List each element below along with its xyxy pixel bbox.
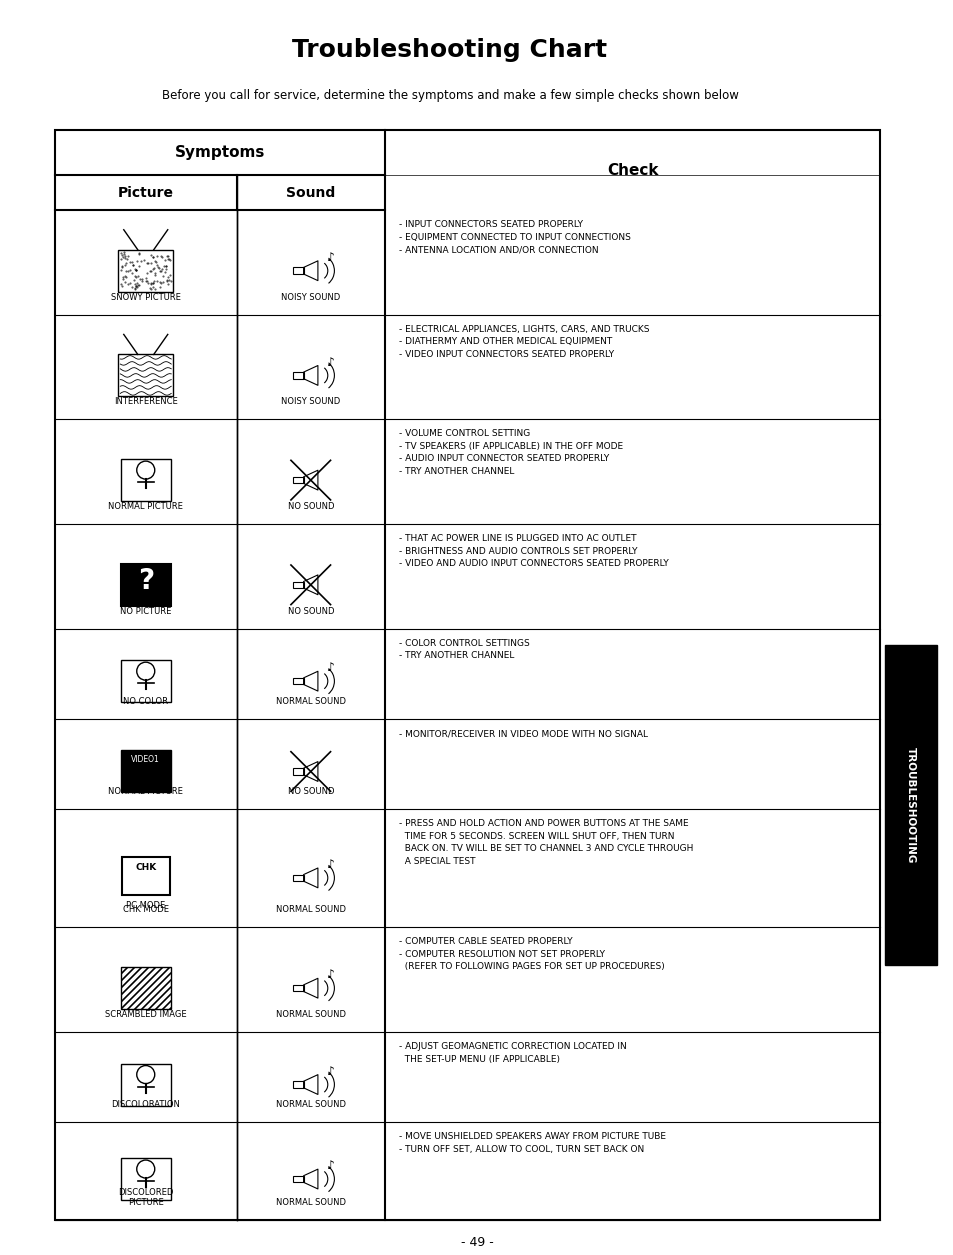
Text: - ADJUST GEOMAGNETIC CORRECTION LOCATED IN
  THE SET-UP MENU (IF APPLICABLE): - ADJUST GEOMAGNETIC CORRECTION LOCATED … [398,1042,626,1064]
Text: INTERFERENCE: INTERFERENCE [113,398,177,407]
Bar [884,645,936,965]
Text: TROUBLESHOOTING: TROUBLESHOOTING [905,747,915,863]
Text: NORMAL SOUND: NORMAL SOUND [275,1101,345,1109]
Text: ♪: ♪ [326,251,335,264]
Bar [293,1082,303,1088]
Text: ♪: ♪ [326,858,335,871]
Text: CHK MODE: CHK MODE [123,905,169,915]
Text: - 49 -: - 49 - [460,1236,493,1250]
Text: ♪: ♪ [326,1160,335,1172]
Text: NOISY SOUND: NOISY SOUND [281,398,340,407]
Bar [293,1176,303,1182]
Text: ♪: ♪ [326,969,335,981]
Text: - MOVE UNSHIELDED SPEAKERS AWAY FROM PICTURE TUBE
- TURN OFF SET, ALLOW TO COOL,: - MOVE UNSHIELDED SPEAKERS AWAY FROM PIC… [398,1132,665,1155]
Bar [121,1158,171,1200]
Text: NO SOUND: NO SOUND [287,502,334,511]
Bar [118,250,173,291]
Text: NO COLOR: NO COLOR [123,697,168,707]
Bar [121,1063,171,1106]
Text: NORMAL SOUND: NORMAL SOUND [275,1199,345,1207]
Text: Symptoms: Symptoms [174,146,265,159]
Text: - MONITOR/RECEIVER IN VIDEO MODE WITH NO SIGNAL: - MONITOR/RECEIVER IN VIDEO MODE WITH NO… [398,729,647,738]
Bar [121,968,171,1009]
Text: - PRESS AND HOLD ACTION AND POWER BUTTONS AT THE SAME
  TIME FOR 5 SECONDS. SCRE: - PRESS AND HOLD ACTION AND POWER BUTTON… [398,820,693,866]
Text: VIDEO1: VIDEO1 [132,756,160,764]
Text: NO PICTURE: NO PICTURE [120,606,172,616]
Text: ♪: ♪ [326,661,335,674]
Text: - ELECTRICAL APPLIANCES, LIGHTS, CARS, AND TRUCKS
- DIATHERMY AND OTHER MEDICAL : - ELECTRICAL APPLIANCES, LIGHTS, CARS, A… [398,325,649,359]
Text: Before you call for service, determine the symptoms and make a few simple checks: Before you call for service, determine t… [161,89,738,102]
Bar [293,581,303,589]
Bar [293,768,303,774]
Text: SCRAMBLED IMAGE: SCRAMBLED IMAGE [105,1010,187,1019]
Text: NO SOUND: NO SOUND [287,606,334,616]
Text: PC MODE: PC MODE [126,901,165,910]
Text: - INPUT CONNECTORS SEATED PROPERLY
- EQUIPMENT CONNECTED TO INPUT CONNECTIONS
- : - INPUT CONNECTORS SEATED PROPERLY - EQU… [398,220,630,254]
Text: DISCOLORED
PICTURE: DISCOLORED PICTURE [118,1187,173,1207]
Text: ♪: ♪ [326,355,335,369]
Bar [118,354,173,397]
Text: NO SOUND: NO SOUND [287,787,334,797]
Bar [121,750,171,792]
Text: - THAT AC POWER LINE IS PLUGGED INTO AC OUTLET
- BRIGHTNESS AND AUDIO CONTROLS S: - THAT AC POWER LINE IS PLUGGED INTO AC … [398,535,668,569]
Text: - COLOR CONTROL SETTINGS
- TRY ANOTHER CHANNEL: - COLOR CONTROL SETTINGS - TRY ANOTHER C… [398,639,529,660]
Text: NOISY SOUND: NOISY SOUND [281,292,340,301]
Text: NORMAL PICTURE: NORMAL PICTURE [109,787,183,797]
Text: - COMPUTER CABLE SEATED PROPERLY
- COMPUTER RESOLUTION NOT SET PROPERLY
  (REFER: - COMPUTER CABLE SEATED PROPERLY - COMPU… [398,937,664,971]
Bar [121,660,171,702]
Bar [293,373,303,379]
Bar [122,857,170,895]
Text: - VOLUME CONTROL SETTING
- TV SPEAKERS (IF APPLICABLE) IN THE OFF MODE
- AUDIO I: - VOLUME CONTROL SETTING - TV SPEAKERS (… [398,429,622,476]
Bar [55,131,879,1220]
Bar [121,563,171,606]
Text: DISCOLORATION: DISCOLORATION [112,1101,180,1109]
Text: ?: ? [137,567,153,595]
Text: NORMAL PICTURE: NORMAL PICTURE [109,502,183,511]
Text: NORMAL SOUND: NORMAL SOUND [275,905,345,915]
Text: Sound: Sound [286,186,335,200]
Text: NORMAL SOUND: NORMAL SOUND [275,1010,345,1019]
Text: Troubleshooting Chart: Troubleshooting Chart [293,38,607,61]
Text: ♪: ♪ [326,1064,335,1078]
Bar [293,985,303,991]
Text: NORMAL SOUND: NORMAL SOUND [275,697,345,707]
Bar [293,267,303,274]
Text: CHK: CHK [135,863,156,872]
Bar [293,678,303,684]
Bar [121,459,171,501]
Text: SNOWY PICTURE: SNOWY PICTURE [111,292,180,301]
Bar [293,477,303,483]
Text: Check: Check [606,162,658,177]
Bar [293,875,303,881]
Text: Picture: Picture [117,186,173,200]
